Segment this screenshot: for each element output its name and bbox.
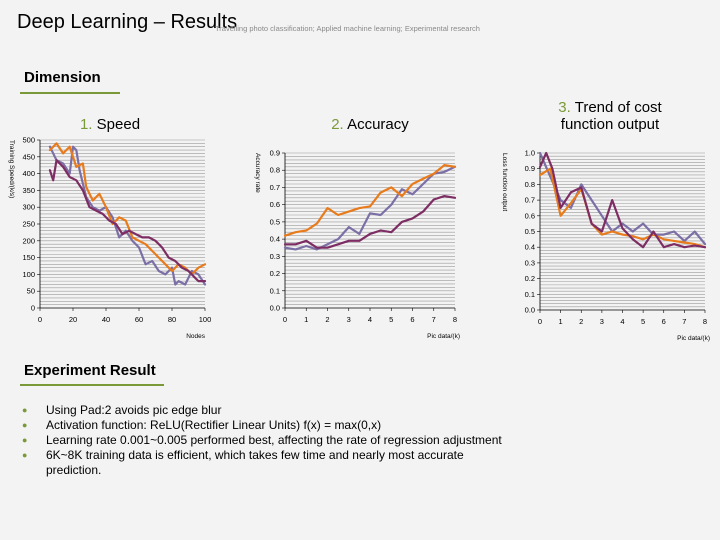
y-axis-label: Training Speed/(k/s) [8, 140, 15, 198]
bullet-dot-icon: ● [22, 420, 28, 430]
y-tick-label: 500 [22, 136, 35, 145]
x-tick-label: 2 [579, 317, 583, 326]
y-tick-label: 0.0 [270, 304, 280, 313]
y-tick-label: 0.0 [525, 306, 535, 315]
y-tick-label: 0.1 [525, 290, 535, 299]
series-line-1 [48, 145, 207, 286]
y-tick-label: 150 [22, 253, 35, 262]
series-line-2 [538, 167, 707, 249]
result-bullet: ● Using Pad:2 avoids pic edge blur [22, 403, 222, 417]
x-tick-label: 60 [135, 315, 143, 324]
x-tick-label: 0 [38, 315, 42, 324]
series-line-3 [538, 151, 707, 249]
x-tick-label: 20 [69, 315, 77, 324]
x-tick-label: 0 [283, 315, 287, 324]
y-axis-label: Loss function output [501, 153, 508, 211]
x-tick-label: 7 [682, 317, 686, 326]
x-axis-label: Nodes [186, 333, 206, 340]
experiment-result-heading: Experiment Result [24, 362, 156, 379]
y-tick-label: 0.8 [270, 166, 280, 175]
x-tick-label: 2 [325, 315, 329, 324]
y-tick-label: 0.2 [270, 269, 280, 278]
chart-number: 1. [79, 116, 93, 133]
x-tick-label: 4 [368, 315, 372, 324]
x-axis-label: Pic data/(k) [427, 333, 460, 340]
y-tick-label: 1.0 [525, 149, 535, 158]
series-line-3 [48, 159, 207, 283]
y-tick-label: 100 [22, 270, 35, 279]
chart-title-accuracy: 2. Accuracy [310, 116, 430, 133]
series-line-1 [538, 151, 707, 246]
y-tick-label: 0.6 [270, 200, 280, 209]
experiment-result-underline [20, 384, 164, 386]
series-line-1 [283, 165, 457, 251]
x-tick-label: 8 [703, 317, 707, 326]
bullet-dot-icon: ● [22, 450, 28, 460]
y-tick-label: 350 [22, 186, 35, 195]
x-tick-label: 3 [347, 315, 351, 324]
series-line-3 [283, 195, 457, 249]
series-line-2 [48, 142, 207, 276]
y-tick-label: 0.4 [270, 235, 280, 244]
y-tick-label: 0.1 [270, 286, 280, 295]
y-tick-label: 450 [22, 152, 35, 161]
x-tick-label: 6 [662, 317, 666, 326]
y-tick-label: 0.7 [525, 196, 535, 205]
chart-title-text: Speed [96, 116, 141, 133]
y-tick-label: 400 [22, 169, 35, 178]
chart-number: 2. [331, 116, 344, 133]
result-bullet: ● Activation function: ReLU(Rectifier Lin… [22, 418, 382, 432]
x-tick-label: 7 [432, 315, 436, 324]
series-line-2 [283, 164, 457, 237]
chart-title-speed: 1. Speed [60, 116, 160, 133]
x-tick-label: 1 [559, 317, 563, 326]
y-tick-label: 50 [27, 287, 35, 296]
chart-title-text: Accuracy [347, 116, 409, 133]
y-tick-label: 0.9 [525, 164, 535, 173]
y-axis-label: Accuracy rate [254, 153, 261, 193]
y-tick-label: 0.6 [525, 211, 535, 220]
y-tick-label: 0.5 [270, 217, 280, 226]
result-bullet: ● 6K~8K training data is efficient, which… [22, 448, 464, 477]
page-subtitle: Travelling photo classification; Applied… [215, 24, 480, 33]
x-tick-label: 5 [641, 317, 645, 326]
y-tick-label: 0.4 [525, 243, 535, 252]
y-tick-label: 0 [31, 304, 35, 313]
y-tick-label: 0.3 [270, 252, 280, 261]
y-tick-label: 0.8 [525, 180, 535, 189]
x-tick-label: 8 [453, 315, 457, 324]
x-tick-label: 100 [199, 315, 212, 324]
bullet-dot-icon: ● [22, 435, 28, 445]
y-tick-label: 200 [22, 236, 35, 245]
x-tick-label: 40 [102, 315, 110, 324]
dimension-underline [20, 92, 120, 94]
chart-number: 3. [558, 99, 571, 116]
dimension-heading: Dimension [24, 69, 101, 86]
x-tick-label: 5 [389, 315, 393, 324]
x-axis-label: Pic data/(k) [677, 335, 710, 342]
x-tick-label: 6 [410, 315, 414, 324]
x-tick-label: 3 [600, 317, 604, 326]
x-tick-label: 1 [304, 315, 308, 324]
y-tick-label: 0.2 [525, 274, 535, 283]
result-bullet-list: ● Using Pad:2 avoids pic edge blur ● Activ… [22, 403, 512, 478]
result-bullet: ● Learning rate 0.001~0.005 performed bes… [22, 433, 502, 447]
y-tick-label: 0.5 [525, 227, 535, 236]
y-tick-label: 0.7 [270, 183, 280, 192]
y-tick-label: 0.3 [525, 258, 535, 267]
page-title: Deep Learning – Results [17, 11, 238, 33]
chart-title-text: Trend of cost function output [560, 99, 662, 133]
y-tick-label: 300 [22, 203, 35, 212]
y-tick-label: 0.9 [270, 149, 280, 158]
x-tick-label: 4 [620, 317, 624, 326]
x-tick-label: 0 [538, 317, 542, 326]
y-tick-label: 250 [22, 220, 35, 229]
bullet-dot-icon: ● [22, 405, 28, 415]
x-tick-label: 80 [168, 315, 176, 324]
chart-title-cost: 3. Trend of cost function output [530, 99, 690, 133]
